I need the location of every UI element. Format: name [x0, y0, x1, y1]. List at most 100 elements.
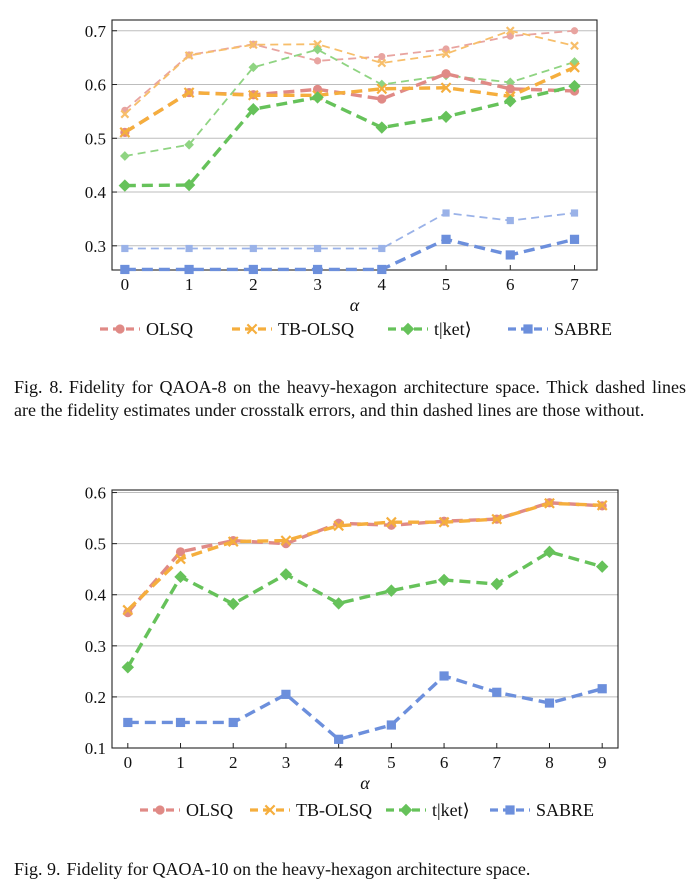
fig9-data-point: [439, 671, 449, 681]
fig8-data-point: [569, 61, 580, 73]
fig8-xtick-label: 0: [121, 275, 130, 294]
fig9-legend-swatch-marker: [155, 805, 165, 815]
fig9-data-point: [175, 717, 186, 728]
fig8-data-point: [375, 121, 389, 134]
fig8-data-point: [569, 57, 580, 67]
fig9-data-point: [174, 570, 187, 584]
fig8-data-point: [442, 209, 450, 217]
fig9-data-point: [175, 547, 186, 557]
fig8-series-tket-thin: [119, 44, 580, 161]
fig9-legend-item: OLSQ: [140, 800, 233, 820]
fig8-data-point: [505, 77, 516, 88]
fig9-data-point: [544, 698, 555, 708]
fig9-data-point: [333, 520, 345, 532]
fig8-legend-item: TB-OLSQ: [232, 319, 354, 339]
fig8-ytick-label: 0.4: [85, 183, 107, 202]
fig8-data-point: [312, 44, 323, 55]
fig8-xtick-label: 1: [185, 275, 194, 294]
fig8-data-point: [506, 32, 514, 40]
fig8-ytick-label: 0.6: [85, 76, 106, 95]
fig8-data-point: [439, 110, 453, 123]
fig8-chart: 0.3 0.4 0.5 0.6 0.7 0 1 2 3 4 5 6 7 α OLSQ TB-OLSQ t|ket…: [85, 19, 612, 339]
fig9-data-point: [492, 687, 502, 697]
fig9-caption-label: Fig. 9.: [14, 859, 61, 879]
fig8-data-point: [378, 52, 386, 61]
fig9-data-point: [597, 684, 607, 694]
fig8-data-point: [313, 39, 322, 49]
fig9-xtick-label: 2: [229, 753, 238, 772]
fig8-data-point: [119, 126, 131, 138]
fig9-legend-swatch-marker: [505, 805, 515, 815]
fig8-data-point: [249, 244, 257, 253]
fig8-data-point: [570, 209, 579, 217]
fig9-data-point: [595, 560, 609, 573]
fig9-ytick-label: 0.4: [85, 586, 107, 605]
fig9-data-point: [385, 516, 397, 528]
fig8-data-point: [504, 94, 517, 108]
fig8-legend-item: t|ket⟩: [388, 319, 472, 339]
fig8-data-point: [118, 179, 132, 192]
fig8-data-point: [505, 84, 515, 94]
fig9-series-tbolsq-thick: [122, 497, 608, 616]
fig8-caption-label: Fig. 8.: [14, 377, 63, 397]
fig9-chart: 0.1 0.2 0.3 0.4 0.5 0.6 0 1 2 3 4 5 6 7 8 9 α OLSQ TB-OLSQ…: [85, 484, 619, 820]
fig8-xtick-label: 7: [570, 275, 579, 294]
fig8-data-point: [119, 151, 130, 161]
fig9-caption-text: Fidelity for QAOA-10 on the heavy-hexago…: [66, 859, 531, 879]
fig8-xtick-label: 4: [378, 275, 387, 294]
fig8-x-axis-label: α: [350, 295, 360, 315]
fig8-data-point: [248, 40, 258, 50]
fig8-legend-item: SABRE: [508, 319, 612, 339]
fig8-data-point: [377, 58, 387, 68]
fig8-legend-swatch-marker: [115, 324, 125, 334]
fig8-data-point: [248, 264, 258, 275]
fig8-series-tbolsq-thin: [120, 26, 579, 119]
fig8-series-line: [124, 212, 575, 250]
fig9-series-line: [127, 674, 603, 742]
fig8-data-point: [570, 27, 579, 35]
fig8-data-point: [440, 82, 452, 94]
fig9-x-ticks: 0 1 2 3 4 5 6 7 8 9: [124, 743, 607, 772]
fig9-series-olsq-thick: [123, 498, 607, 618]
fig9-xtick-label: 9: [598, 753, 607, 772]
fig9-data-point: [280, 535, 292, 546]
fig8-data-point: [570, 41, 579, 51]
fig9-legend: OLSQ TB-OLSQ t|ket⟩ SABRE: [140, 800, 594, 820]
fig8-data-point: [247, 89, 259, 101]
fig8-series-sabre-thin: [121, 209, 579, 253]
fig8-data-point: [441, 49, 451, 59]
fig9-data-point: [228, 717, 238, 728]
fig9-data-point: [123, 608, 133, 618]
fig8-caption: Fig. 8. Fidelity for QAOA-8 on the heavy-…: [14, 376, 686, 422]
fig9-legend-label: TB-OLSQ: [296, 800, 372, 820]
fig8-data-point: [506, 216, 514, 225]
fig9-legend-swatch-marker: [264, 804, 276, 816]
fig9-data-point: [122, 604, 134, 616]
fig8-data-point: [120, 109, 130, 119]
fig9-xtick-label: 8: [545, 753, 554, 772]
fig8-legend-label: OLSQ: [146, 319, 193, 339]
fig8-data-point: [247, 103, 260, 116]
fig8-series-line: [124, 237, 575, 272]
fig9-legend-item: TB-OLSQ: [250, 800, 372, 820]
fig9-xtick-label: 0: [124, 753, 133, 772]
fig9-xtick-label: 3: [282, 753, 291, 772]
fig8-series-line: [124, 48, 575, 157]
fig9-data-point: [281, 689, 291, 699]
fig8-data-point: [184, 51, 194, 60]
fig9-legend-item: t|ket⟩: [386, 800, 470, 820]
fig9-x-axis-label: α: [360, 773, 370, 793]
fig8-data-point: [505, 250, 515, 260]
fig8-legend-swatch-marker: [246, 323, 258, 335]
fig8-xtick-label: 5: [442, 275, 451, 294]
fig9-gridlines: [112, 492, 618, 749]
fig9-ytick-label: 0.5: [85, 535, 106, 554]
fig8-data-point: [183, 87, 195, 98]
fig9-data-point: [596, 499, 608, 511]
fig9-legend-item: SABRE: [490, 800, 594, 820]
fig8-data-point: [378, 244, 386, 253]
fig8-data-point: [120, 264, 130, 275]
fig8-data-point: [248, 62, 259, 73]
fig9-data-point: [386, 720, 396, 730]
fig8-series-tket-thick: [118, 79, 581, 192]
